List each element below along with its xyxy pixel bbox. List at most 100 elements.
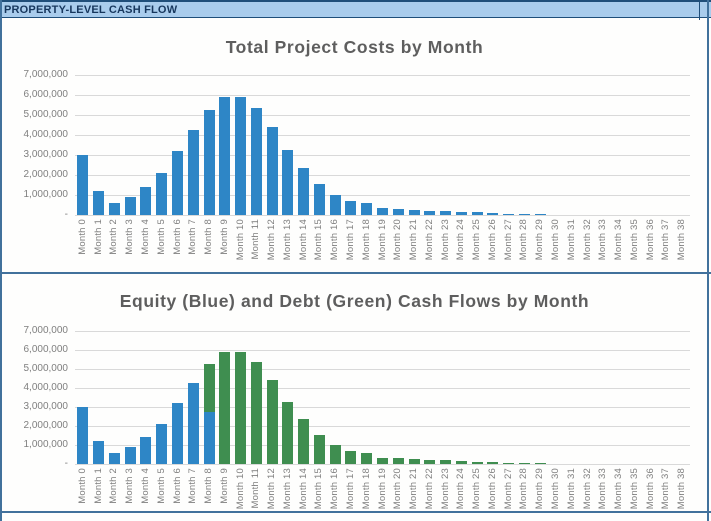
total-project-costs-bar[interactable] xyxy=(455,211,467,215)
total-project-costs-bar[interactable] xyxy=(329,195,341,215)
total-project-costs-bar[interactable] xyxy=(440,210,452,215)
total-project-costs-bar[interactable] xyxy=(282,150,294,215)
x-axis-tick-label: Month 21 xyxy=(408,219,420,261)
debt-bar[interactable] xyxy=(487,462,499,464)
debt-bar[interactable] xyxy=(313,434,325,464)
header-cell-divider xyxy=(699,2,700,20)
total-project-costs-bar[interactable] xyxy=(235,97,247,215)
total-project-costs-bar[interactable] xyxy=(250,108,262,215)
total-project-costs-bar[interactable] xyxy=(140,187,152,215)
total-project-costs-bar[interactable] xyxy=(156,173,168,215)
gridline xyxy=(75,174,690,176)
debt-bar[interactable] xyxy=(471,461,483,464)
y-axis-tick-label: 4,000,000 xyxy=(23,129,69,140)
debt-bar[interactable] xyxy=(361,452,373,464)
total-project-costs-bar[interactable] xyxy=(108,203,120,215)
total-project-costs-bar[interactable] xyxy=(187,130,199,215)
total-project-costs-bar[interactable] xyxy=(77,155,89,215)
x-axis-tick-label: Month 19 xyxy=(376,219,388,261)
sheet-border-left xyxy=(0,0,2,521)
total-project-costs-bar[interactable] xyxy=(534,214,546,215)
total-project-costs-bar[interactable] xyxy=(518,214,530,215)
x-axis-tick-label: Month 38 xyxy=(676,219,688,261)
equity-bar[interactable] xyxy=(187,383,199,464)
y-axis-tick-label: 4,000,000 xyxy=(23,382,69,393)
x-axis-tick-label: Month 13 xyxy=(281,219,293,261)
total-project-costs-bar[interactable] xyxy=(503,214,515,215)
y-axis-tick-label: 7,000,000 xyxy=(23,69,69,80)
chart-equity-debt-cash-flows[interactable]: Equity (Blue) and Debt (Green) Cash Flow… xyxy=(2,274,707,511)
total-project-costs-bar[interactable] xyxy=(345,201,357,215)
debt-bar[interactable] xyxy=(266,380,278,464)
total-project-costs-bar[interactable] xyxy=(203,110,215,215)
gridline xyxy=(75,194,690,196)
debt-bar[interactable] xyxy=(518,463,530,464)
x-axis-tick-label: Month 10 xyxy=(234,219,246,261)
y-axis-tick-label: 5,000,000 xyxy=(23,109,69,120)
debt-bar[interactable] xyxy=(329,445,341,464)
x-axis-tick-label: Month 20 xyxy=(392,468,404,510)
x-axis-tick-label: Month 31 xyxy=(565,468,577,510)
x-axis-tick-label: Month 13 xyxy=(281,468,293,510)
equity-bar[interactable] xyxy=(108,452,120,464)
x-axis-tick-label: Month 27 xyxy=(502,468,514,510)
total-project-costs-bar[interactable] xyxy=(172,151,183,215)
y-axis-tick-label: 3,000,000 xyxy=(23,401,69,412)
equity-bar[interactable] xyxy=(203,411,215,464)
total-project-costs-bar[interactable] xyxy=(471,212,483,215)
x-axis-tick-label: Month 8 xyxy=(203,219,215,255)
debt-bar[interactable] xyxy=(377,457,388,464)
debt-bar[interactable] xyxy=(219,351,231,464)
debt-bar[interactable] xyxy=(250,362,262,464)
debt-bar[interactable] xyxy=(282,402,294,464)
x-axis-tick-label: Month 7 xyxy=(187,468,199,504)
debt-bar[interactable] xyxy=(408,459,420,464)
total-project-costs-bar[interactable] xyxy=(266,127,278,215)
x-axis-tick-label: Month 12 xyxy=(266,468,278,510)
x-axis-tick-label: Month 12 xyxy=(266,219,278,261)
equity-bar[interactable] xyxy=(93,441,105,464)
total-project-costs-bar[interactable] xyxy=(298,168,310,215)
total-project-costs-bar[interactable] xyxy=(408,210,420,215)
total-project-costs-bar[interactable] xyxy=(361,203,373,215)
debt-bar[interactable] xyxy=(298,419,310,464)
x-axis-tick-label: Month 6 xyxy=(171,219,183,255)
chart-title: Equity (Blue) and Debt (Green) Cash Flow… xyxy=(119,291,590,311)
total-project-costs-bar[interactable] xyxy=(219,97,231,215)
x-axis-tick-label: Month 17 xyxy=(344,219,356,261)
total-project-costs-bar[interactable] xyxy=(377,208,388,215)
total-project-costs-bar[interactable] xyxy=(487,213,499,215)
x-axis-tick-label: Month 29 xyxy=(534,219,546,261)
total-project-costs-bar[interactable] xyxy=(392,209,404,215)
gridline xyxy=(75,368,690,370)
total-project-costs-bar[interactable] xyxy=(124,197,136,215)
equity-bar[interactable] xyxy=(140,437,152,464)
equity-bar[interactable] xyxy=(172,403,183,464)
debt-bar[interactable] xyxy=(203,364,215,412)
x-axis-tick-label: Month 24 xyxy=(455,219,467,261)
x-axis-tick-label: Month 8 xyxy=(203,468,215,504)
x-axis-tick-label: Month 15 xyxy=(313,468,325,510)
total-project-costs-bar[interactable] xyxy=(93,191,105,215)
total-project-costs-bar[interactable] xyxy=(424,210,436,215)
gridline xyxy=(75,134,690,136)
x-axis-tick-label: Month 37 xyxy=(660,468,672,510)
debt-bar[interactable] xyxy=(424,459,436,464)
x-axis-tick-label: Month 30 xyxy=(549,468,561,510)
debt-bar[interactable] xyxy=(534,463,546,464)
debt-bar[interactable] xyxy=(392,458,404,464)
equity-bar[interactable] xyxy=(124,446,136,464)
chart-total-project-costs[interactable]: Total Project Costs by Month Month 0 Mont… xyxy=(2,18,707,272)
equity-bar[interactable] xyxy=(77,407,89,464)
x-axis-tick-label: Month 2 xyxy=(108,468,120,504)
debt-bar[interactable] xyxy=(440,459,452,464)
debt-bar[interactable] xyxy=(235,351,247,464)
debt-bar[interactable] xyxy=(455,460,467,464)
debt-bar[interactable] xyxy=(503,463,515,464)
x-axis-tick-label: Month 4 xyxy=(139,219,151,255)
debt-bar[interactable] xyxy=(345,450,357,464)
total-project-costs-bar[interactable] xyxy=(313,184,325,215)
equity-bar[interactable] xyxy=(156,424,168,464)
x-axis-tick-label: Month 29 xyxy=(534,468,546,510)
x-axis-tick-label: Month 23 xyxy=(439,468,451,510)
